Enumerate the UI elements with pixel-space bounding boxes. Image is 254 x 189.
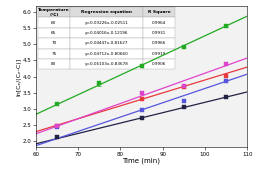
Point [223,62,227,65]
Point [181,99,185,102]
Point [55,125,59,128]
Point [55,102,59,105]
Point [223,24,227,27]
Point [139,98,143,101]
Point [55,125,59,128]
Point [223,95,227,98]
Point [223,74,227,77]
Point [181,106,185,109]
Point [139,109,143,112]
Y-axis label: ln[Cₑ/(Cₑ-C)]: ln[Cₑ/(Cₑ-C)] [16,57,21,96]
Point [181,85,185,88]
Point [181,45,185,48]
Point [139,91,143,94]
Point [139,64,143,67]
Point [55,136,59,139]
Point [181,86,185,89]
Point [97,81,101,84]
Point [223,79,227,82]
Point [55,124,59,127]
Point [139,116,143,119]
X-axis label: Time (min): Time (min) [122,158,160,164]
